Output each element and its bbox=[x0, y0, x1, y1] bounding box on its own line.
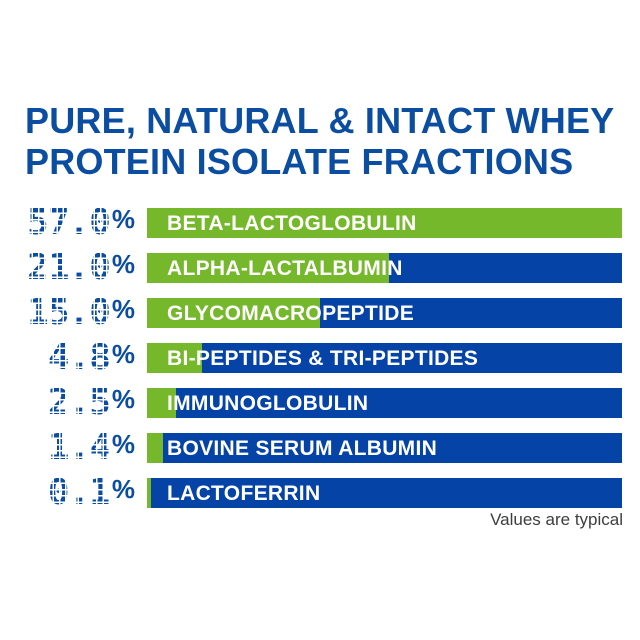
fraction-row: 57.0 % BETA-LACTOGLOBULIN bbox=[18, 202, 622, 243]
fraction-value: 21.0 % bbox=[18, 247, 135, 288]
chart-title-line2: PROTEIN ISOLATE FRACTIONS bbox=[25, 141, 574, 182]
fraction-bar-highlight bbox=[147, 388, 176, 418]
percent-sign: % bbox=[111, 204, 135, 234]
chart-title-line1: PURE, NATURAL & INTACT WHEY bbox=[25, 100, 615, 141]
fraction-bar-highlight bbox=[147, 298, 320, 328]
fraction-value: 57.0 % bbox=[18, 202, 135, 243]
percent-sign: % bbox=[111, 249, 135, 279]
fraction-label: ALPHA-LACTALBUMIN bbox=[167, 257, 403, 280]
fraction-value-digits: 0.1 bbox=[47, 472, 111, 513]
fraction-label: IMMUNOGLOBULIN bbox=[167, 392, 369, 415]
fraction-bar-highlight bbox=[147, 253, 389, 283]
fraction-bar: BI-PEPTIDES & TRI-PEPTIDES bbox=[147, 343, 622, 373]
fraction-value: 4.8 % bbox=[18, 337, 135, 378]
percent-sign: % bbox=[111, 474, 135, 504]
fraction-row: 0.1 % LACTOFERRIN bbox=[18, 472, 622, 513]
fraction-bar: GLYCOMACROPEPTIDE bbox=[147, 298, 622, 328]
fraction-value: 0.1 % bbox=[18, 472, 135, 513]
percent-sign: % bbox=[111, 339, 135, 369]
fraction-bar-highlight bbox=[147, 478, 151, 508]
fraction-value-digits: 1.4 bbox=[47, 427, 111, 468]
fraction-bar-list: 57.0 % BETA-LACTOGLOBULIN 21.0 % ALPHA-L… bbox=[18, 202, 622, 523]
percent-sign: % bbox=[111, 294, 135, 324]
fraction-value: 15.0 % bbox=[18, 292, 135, 333]
values-note: Values are typical bbox=[490, 510, 623, 529]
fraction-value: 2.5 % bbox=[18, 382, 135, 423]
fraction-value-digits: 15.0 bbox=[27, 292, 111, 333]
fraction-row: 4.8 % BI-PEPTIDES & TRI-PEPTIDES bbox=[18, 337, 622, 378]
fraction-row: 1.4 % BOVINE SERUM ALBUMIN bbox=[18, 427, 622, 468]
fraction-value-digits: 57.0 bbox=[27, 202, 111, 243]
percent-sign: % bbox=[111, 429, 135, 459]
fraction-value-digits: 2.5 bbox=[47, 382, 111, 423]
fraction-bar-highlight bbox=[147, 343, 203, 373]
fraction-bar-highlight bbox=[147, 208, 622, 238]
fraction-label: GLYCOMACROPEPTIDE bbox=[167, 302, 415, 325]
fraction-label: BETA-LACTOGLOBULIN bbox=[167, 212, 417, 235]
fraction-value-digits: 21.0 bbox=[27, 247, 111, 288]
fraction-bar: ALPHA-LACTALBUMIN bbox=[147, 253, 622, 283]
fraction-row: 21.0 % ALPHA-LACTALBUMIN bbox=[18, 247, 622, 288]
fraction-bar-highlight bbox=[147, 433, 164, 463]
fraction-value-digits: 4.8 bbox=[47, 337, 111, 378]
fraction-label: BI-PEPTIDES & TRI-PEPTIDES bbox=[167, 347, 479, 370]
fraction-bar: LACTOFERRIN bbox=[147, 478, 622, 508]
fraction-bar: BOVINE SERUM ALBUMIN bbox=[147, 433, 622, 463]
percent-sign: % bbox=[111, 384, 135, 414]
fraction-value: 1.4 % bbox=[18, 427, 135, 468]
fraction-row: 15.0 % GLYCOMACROPEPTIDE bbox=[18, 292, 622, 333]
fraction-bar: IMMUNOGLOBULIN bbox=[147, 388, 622, 418]
fraction-label: LACTOFERRIN bbox=[167, 482, 321, 505]
fraction-bar: BETA-LACTOGLOBULIN bbox=[147, 208, 622, 238]
fraction-label: BOVINE SERUM ALBUMIN bbox=[167, 437, 438, 460]
chart-title: PURE, NATURAL & INTACT WHEY PROTEIN ISOL… bbox=[25, 100, 614, 182]
fraction-row: 2.5 % IMMUNOGLOBULIN bbox=[18, 382, 622, 423]
